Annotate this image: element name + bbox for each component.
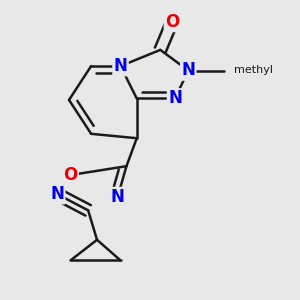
Text: O: O [63, 166, 78, 184]
Text: methyl: methyl [234, 65, 273, 76]
Text: N: N [168, 89, 182, 107]
Text: N: N [50, 185, 64, 203]
Text: N: N [181, 61, 195, 80]
Text: O: O [165, 13, 179, 31]
Text: N: N [114, 57, 128, 75]
Text: N: N [111, 188, 124, 206]
